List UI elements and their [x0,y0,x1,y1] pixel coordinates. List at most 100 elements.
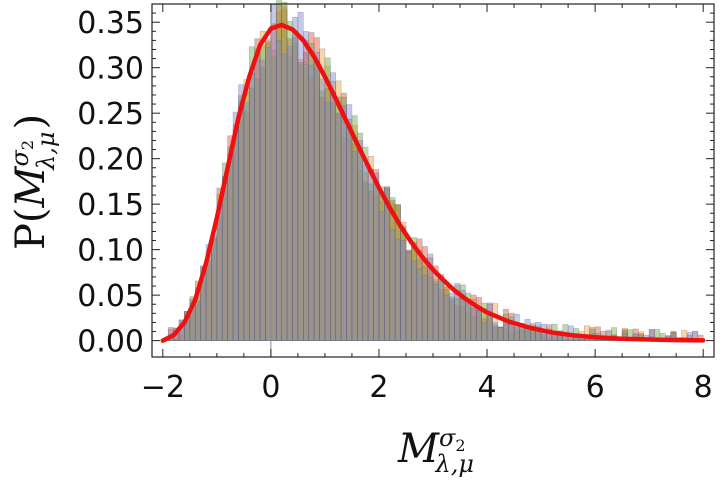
histogram-bar [286,21,293,341]
histogram-bar [346,118,353,341]
histogram-bar [216,194,223,341]
histogram-bar [248,87,255,341]
histogram-bar [454,283,461,341]
histogram-bar [389,229,396,341]
y-tick-label: 0.15 [77,188,144,223]
histogram-bar [340,105,347,341]
fit-curve [160,22,706,343]
histogram-bar [492,326,499,341]
histogram-bar [200,280,207,341]
histogram-bar [303,64,310,341]
histogram-bar [546,338,553,341]
histogram-bar [470,298,477,341]
histogram-bar [470,308,477,341]
histogram-bar [194,280,201,341]
histogram-bar [238,84,245,341]
histogram-bar [475,309,482,341]
histogram-bar [340,96,347,341]
histogram-bar [573,338,580,341]
histogram-bar [421,246,428,341]
histogram-bar [340,137,347,341]
histogram-bar [519,328,526,341]
histogram-bar [243,102,250,341]
histogram-bar [443,286,450,341]
histogram-bar [216,219,223,341]
histogram-bar [351,125,358,341]
histogram-bar [259,30,266,341]
histogram-bar [281,1,288,341]
histogram-bar [384,187,391,341]
histogram-bar [438,274,445,341]
y-tick-label: 0.35 [77,6,144,41]
histogram-bar [389,197,396,341]
histogram-bar [205,264,212,341]
histogram-bar [448,300,455,341]
histogram-bar [362,181,369,341]
histogram-bar [519,322,526,341]
histogram-bar [189,298,196,341]
histogram-bar [486,318,493,341]
histogram-bar [486,302,493,341]
histogram-bar [427,253,434,341]
histogram-bar [367,183,374,341]
histogram-bar [194,301,201,341]
histogram-bar [275,11,282,341]
histogram-bar [248,46,255,341]
histogram-bar [373,195,380,341]
histogram-bar [330,81,337,341]
y-tick-label: 0.10 [77,234,144,269]
histogram-bar [416,259,423,341]
histogram-bar [481,322,488,341]
histogram-bar [227,146,234,341]
histogram-bar [297,61,304,341]
histogram-bar [281,5,288,341]
histogram-bar [411,237,418,341]
histogram-bar [275,40,282,341]
x-tick-label: 4 [477,370,496,405]
histogram-bar [405,250,412,341]
histogram-bar [254,79,261,341]
histogram-bar [238,95,245,341]
histogram-bar [378,211,385,341]
histogram-bar [459,289,466,341]
histogram-bar [524,330,531,341]
histogram-bar [351,151,358,341]
histogram-bar [216,187,223,341]
histogram-bar [432,284,439,341]
histogram-bar [308,32,315,341]
histogram-bar [384,187,391,341]
histogram-bar [594,326,601,341]
histogram-bar [513,326,520,341]
histogram-bar [367,155,374,341]
histogram-bar [319,78,326,341]
y-tick-label: 0.25 [77,97,144,132]
histogram-bar [502,328,509,341]
histogram-bar [394,203,401,341]
y-tick-label: 0.05 [77,279,144,314]
histogram-bar [394,204,401,341]
histogram-bar [508,312,515,341]
histogram-bar [270,4,277,341]
histogram-bar [265,47,272,341]
histogram-bar [508,333,515,341]
histogram-bar [194,300,201,341]
histogram-bar [286,38,293,341]
histogram-bar [513,330,520,341]
histogram-bar [308,77,315,341]
histogram-bar [497,326,504,341]
histogram-bar [481,318,488,341]
histogram-bars [162,0,704,341]
histogram-bar [567,338,574,341]
histogram-bar [189,296,196,341]
histogram-bar [432,281,439,341]
histogram-bar [562,336,569,341]
histogram-bar [351,143,358,341]
histogram-bar [578,338,585,341]
histogram-bar [313,37,320,341]
y-tick-label: 0.00 [77,325,144,360]
histogram-bar [362,164,369,341]
histogram-bar [448,296,455,341]
histogram-bar [535,325,542,341]
histogram-bar [373,172,380,341]
